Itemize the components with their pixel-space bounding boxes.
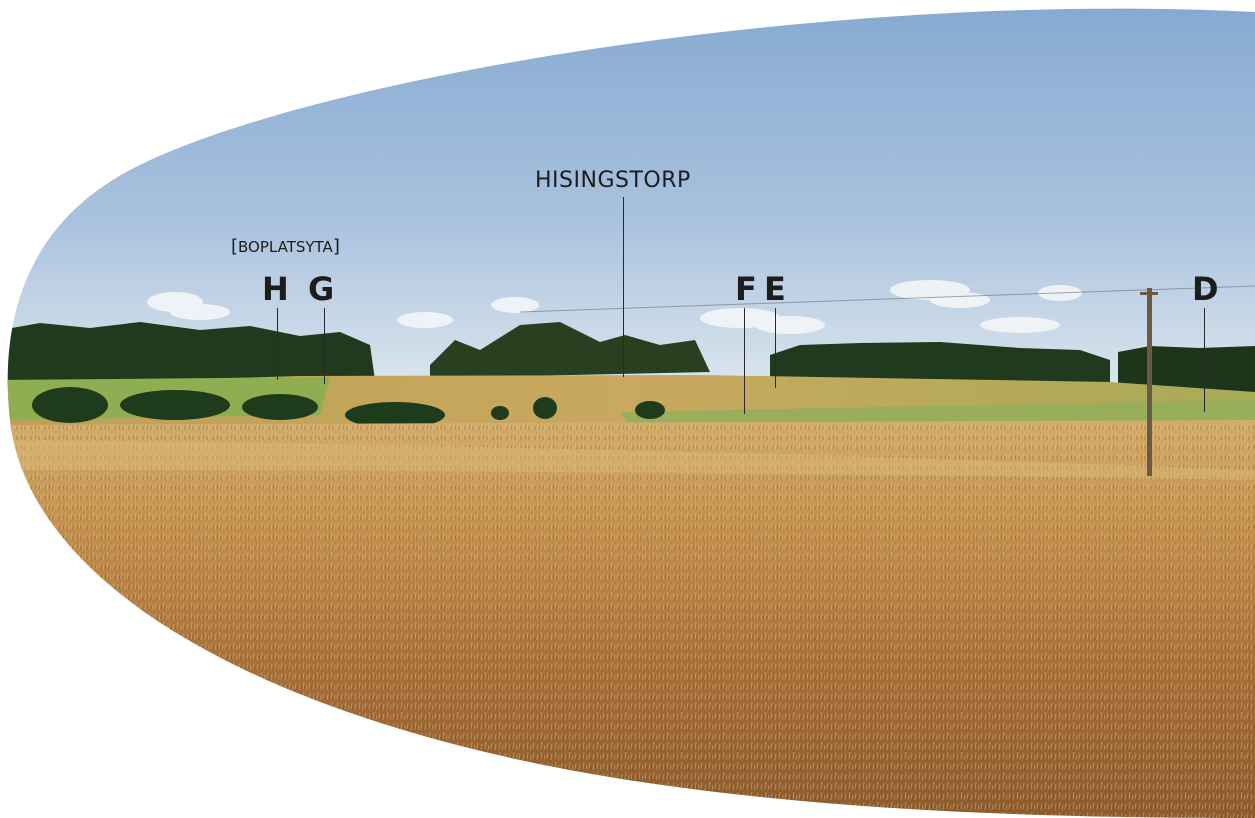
- leader-line-e: [775, 308, 776, 388]
- leader-line-hisingstorp: [623, 197, 624, 377]
- site-label-boplatsyta: [BOPLATSYTA]: [231, 236, 340, 257]
- place-label-hisingstorp: HISINGSTORP: [535, 168, 691, 193]
- site-label-text: BOPLATSYTA: [238, 238, 333, 256]
- leader-line-f: [744, 308, 745, 414]
- marker-g: G: [308, 270, 335, 308]
- leader-line-h: [277, 308, 278, 380]
- marker-e: E: [764, 270, 786, 308]
- marker-d: D: [1192, 270, 1219, 308]
- leader-line-g: [324, 308, 325, 384]
- leader-line-d: [1204, 308, 1205, 412]
- bracket-open: [: [231, 236, 239, 257]
- marker-h: H: [262, 270, 289, 308]
- bracket-close: ]: [332, 236, 340, 257]
- marker-f: F: [735, 270, 757, 308]
